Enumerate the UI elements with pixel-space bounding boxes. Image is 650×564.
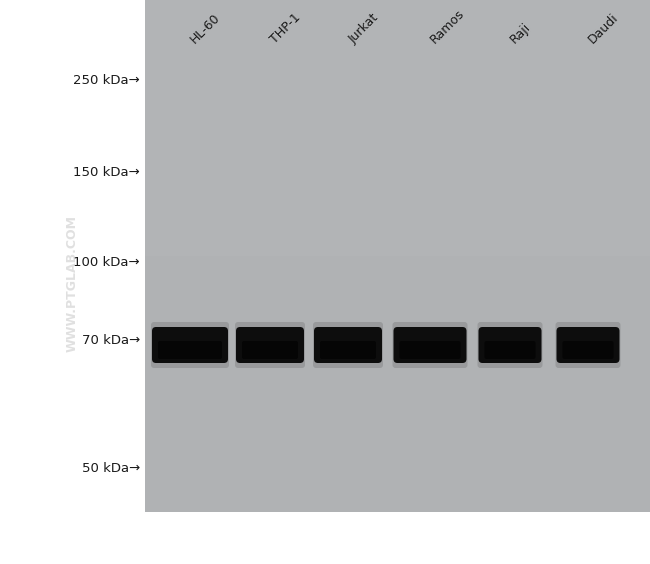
Text: 250 kDa→: 250 kDa→ (73, 73, 140, 86)
FancyBboxPatch shape (478, 322, 543, 368)
FancyBboxPatch shape (151, 322, 229, 368)
FancyBboxPatch shape (562, 341, 614, 359)
Text: 100 kDa→: 100 kDa→ (73, 257, 140, 270)
FancyBboxPatch shape (145, 0, 650, 512)
FancyBboxPatch shape (313, 322, 383, 368)
FancyBboxPatch shape (158, 341, 222, 359)
Text: Daudi: Daudi (586, 11, 621, 46)
Text: 50 kDa→: 50 kDa→ (82, 461, 140, 474)
FancyBboxPatch shape (236, 327, 304, 363)
FancyBboxPatch shape (320, 341, 376, 359)
Text: Raji: Raji (508, 20, 534, 46)
FancyBboxPatch shape (314, 327, 382, 363)
FancyBboxPatch shape (556, 327, 619, 363)
FancyBboxPatch shape (478, 327, 541, 363)
FancyBboxPatch shape (393, 327, 467, 363)
Text: 150 kDa→: 150 kDa→ (73, 165, 140, 178)
Text: WWW.PTGLAB.COM: WWW.PTGLAB.COM (66, 215, 79, 352)
FancyBboxPatch shape (484, 341, 536, 359)
FancyBboxPatch shape (556, 322, 621, 368)
FancyBboxPatch shape (145, 0, 650, 256)
FancyBboxPatch shape (242, 341, 298, 359)
FancyBboxPatch shape (152, 327, 228, 363)
FancyBboxPatch shape (393, 322, 467, 368)
Text: Jurkat: Jurkat (346, 11, 381, 46)
Text: 70 kDa→: 70 kDa→ (82, 333, 140, 346)
FancyBboxPatch shape (235, 322, 305, 368)
FancyBboxPatch shape (400, 341, 460, 359)
Text: HL-60: HL-60 (188, 11, 223, 46)
Text: THP-1: THP-1 (268, 11, 303, 46)
Text: Ramos: Ramos (428, 7, 467, 46)
